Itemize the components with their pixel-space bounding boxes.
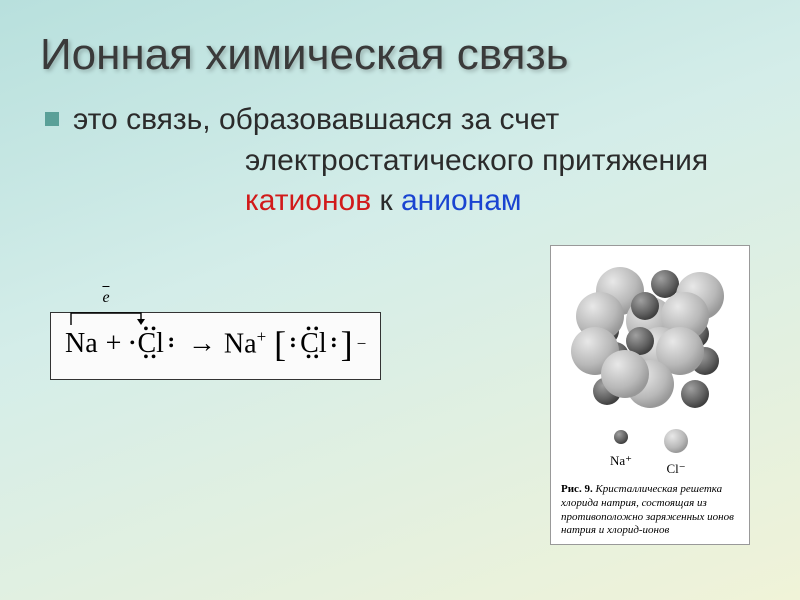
cation-word: катионов (245, 184, 371, 217)
slide: Ионная химическая связь это связь, образ… (0, 0, 800, 600)
dots-icon: •• (143, 350, 158, 366)
bullet-row: это связь, образовавшаяся за счет (45, 100, 760, 141)
dots-icon: • (129, 335, 135, 353)
bullet-icon (45, 112, 59, 126)
slide-title: Ионная химическая связь (40, 30, 760, 80)
cl-legend: Cl⁻ (662, 427, 690, 477)
mid-word: к (371, 184, 401, 217)
na-plus-sup: + (257, 327, 267, 346)
formula: Na + •• • Cl •• •• → Na+ [ •• •• (65, 323, 366, 365)
bullet-text-line3: катионов к анионам (245, 181, 760, 222)
cl-ion: •• •• Cl •• •• (300, 328, 326, 360)
dots-icon: •• (306, 350, 321, 366)
formula-box: e Na + •• • Cl •• •• → (50, 312, 381, 380)
na-legend-label: Na⁺ (610, 453, 632, 469)
cl-legend-label: Cl⁻ (662, 461, 690, 477)
na-ion: Na+ (224, 327, 266, 360)
crystal-figure: Na⁺ Cl⁻ Рис. 9. Кристаллическая решетка … (550, 245, 750, 545)
dots-icon: •• (290, 338, 296, 350)
cl-atom: •• • Cl •• •• (137, 328, 163, 360)
figure-caption: Рис. 9. Кристаллическая решетка хлорида … (561, 483, 739, 538)
bullet-block: это связь, образовавшаяся за счет электр… (45, 100, 760, 222)
minus-sup: − (357, 334, 367, 354)
na-legend: Na⁺ (610, 427, 632, 477)
bracket-left: [ (274, 323, 286, 365)
na-atom: Na (65, 328, 98, 360)
anion-word: анионам (401, 184, 522, 217)
bullet-text-line1: это связь, образовавшаяся за счет (73, 100, 559, 141)
na-plus-label: Na (224, 328, 257, 359)
ion-legend: Na⁺ Cl⁻ (561, 427, 739, 477)
electron-arrow: e (67, 309, 145, 327)
e-label: e (102, 289, 109, 307)
plus-sign: + (106, 328, 122, 360)
dots-icon: •• (331, 338, 337, 350)
caption-bold: Рис. 9. (561, 483, 593, 495)
arrow: → (188, 328, 216, 360)
bracket-right: ] (341, 323, 353, 365)
na-label: Na (65, 328, 98, 359)
dots-icon: •• (143, 322, 158, 338)
crystal-lattice-icon (565, 256, 735, 421)
dots-icon: •• (306, 322, 321, 338)
bullet-text-line2: электростатического притяжения (245, 141, 760, 182)
dots-icon: •• (168, 338, 174, 350)
